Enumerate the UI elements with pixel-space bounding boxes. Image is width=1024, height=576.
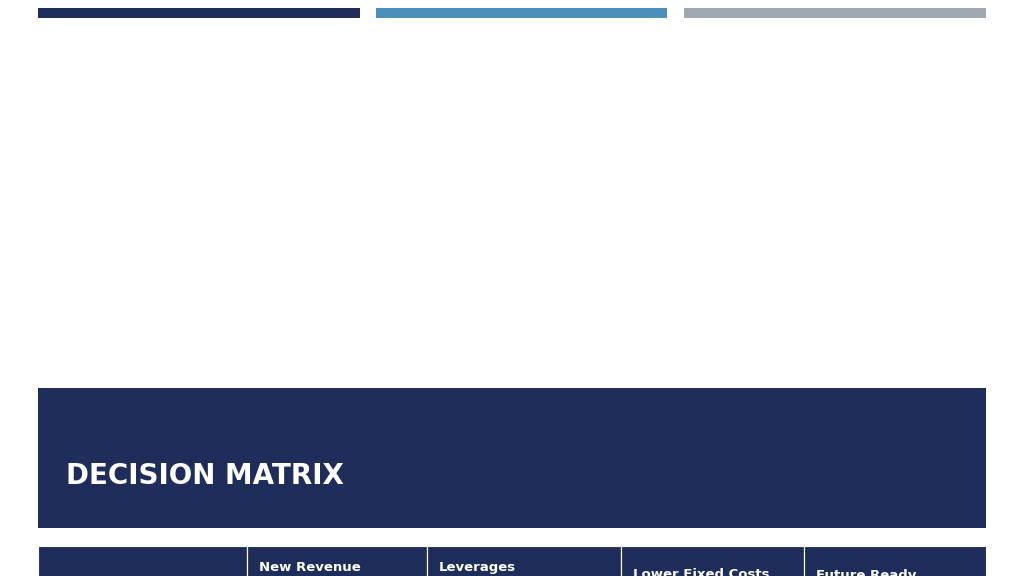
Bar xyxy=(804,546,986,576)
Text: DECISION MATRIX: DECISION MATRIX xyxy=(66,462,344,490)
Bar xyxy=(247,546,427,576)
Bar xyxy=(427,546,621,576)
Text: New Revenue
Streams: New Revenue Streams xyxy=(258,561,360,576)
Text: Future Ready: Future Ready xyxy=(816,569,916,576)
Bar xyxy=(38,8,360,18)
Text: Lower Fixed Costs: Lower Fixed Costs xyxy=(633,569,769,576)
Text: Leverages
Strengths: Leverages Strengths xyxy=(438,561,516,576)
Bar xyxy=(38,546,247,576)
Bar xyxy=(621,546,804,576)
Bar xyxy=(376,8,667,18)
Bar xyxy=(38,388,986,528)
Bar xyxy=(684,8,986,18)
